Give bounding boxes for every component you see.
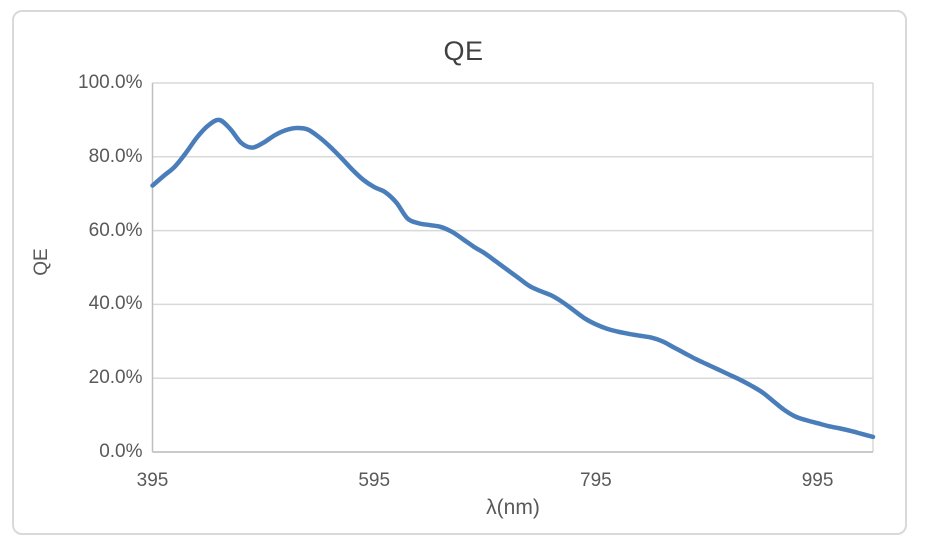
x-axis-title: λ(nm) [486, 496, 540, 519]
y-tick-label: 60.0% [88, 219, 143, 241]
x-tick-label: 395 [136, 470, 169, 491]
chart-title: QE [443, 36, 484, 66]
y-tick-label: 20.0% [88, 367, 143, 389]
qe-series-line [150, 117, 876, 440]
chart-frame-border [12, 10, 907, 535]
y-tick-label: 80.0% [88, 145, 143, 167]
x-tick-label: 595 [358, 470, 391, 491]
y-tick-label: 40.0% [88, 293, 143, 315]
y-axis-title: QE [31, 248, 52, 276]
x-tick-label: 995 [801, 470, 834, 491]
y-tick-label: 100.0% [78, 72, 143, 93]
x-tick-label: 795 [580, 470, 612, 491]
y-tick-label: 0.0% [99, 441, 143, 462]
